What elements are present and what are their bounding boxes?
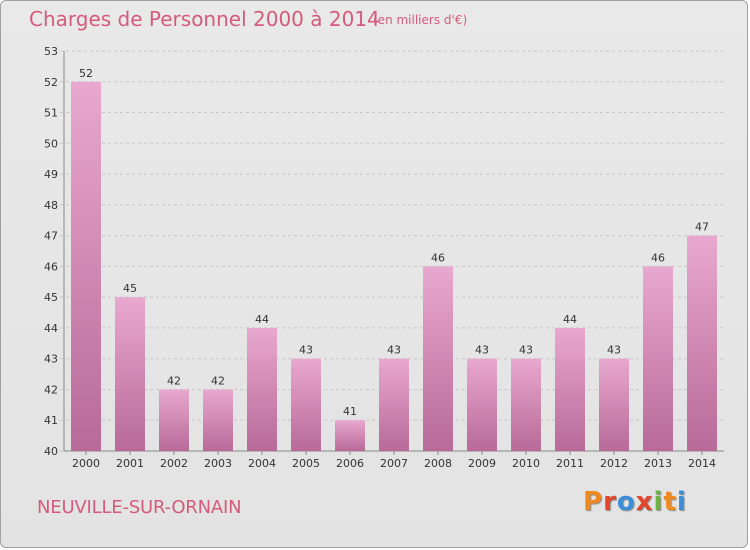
y-tick-label: 44 [44,322,58,335]
bar-2000 [71,81,101,452]
bar-2003 [203,389,233,451]
bar-2007 [379,358,409,451]
y-tick-label: 48 [44,199,58,212]
x-tick-label-2007: 2007 [380,457,408,470]
x-tick-label-2014: 2014 [688,457,716,470]
x-tick-label-2013: 2013 [644,457,672,470]
chart-title: Charges de Personnel 2000 à 2014 [29,7,380,31]
bar-2001 [115,297,145,451]
bar-2012 [599,358,629,451]
bar-2014 [687,235,717,451]
y-tick-label: 49 [44,168,58,181]
value-label-2011: 44 [563,313,577,326]
value-label-2009: 43 [475,344,489,357]
x-tick-label-2006: 2006 [336,457,364,470]
x-tick-label-2010: 2010 [512,457,540,470]
value-label-2013: 46 [651,251,665,264]
chart-unit: (en milliers d'€) [373,13,468,27]
x-tick-label-2003: 2003 [204,457,232,470]
labels: 40 41 42 43 44 45 46 47 48 49 50 51 52 53 52 2000 45 2001… [44,45,716,470]
value-label-2006: 41 [343,405,357,418]
logo-letter: x [635,487,654,517]
x-tick-label-2009: 2009 [468,457,496,470]
logo-letter: i [653,487,664,517]
value-label-2002: 42 [167,374,181,387]
x-tick-label-2000: 2000 [72,457,100,470]
bar-2013 [643,266,673,451]
y-tick-label: 43 [44,353,58,366]
y-tick-label: 50 [44,137,58,150]
logo-letter: P [583,487,604,517]
bar-2004 [247,327,277,451]
y-tick-label: 53 [44,45,58,58]
x-tick-label-2008: 2008 [424,457,452,470]
logo-letter: t [663,487,677,517]
y-tick-label: 41 [44,414,58,427]
y-tick-label: 51 [44,107,58,120]
bar-2002 [159,389,189,451]
bars [71,81,717,452]
bar-2011 [555,327,585,451]
logo-letter: o [616,487,636,517]
x-tick-label-2002: 2002 [160,457,188,470]
logo-letter: r [603,487,617,517]
x-tick-label-2011: 2011 [556,457,584,470]
value-label-2001: 45 [123,282,137,295]
y-tick-label: 46 [44,260,58,273]
y-tick-label: 47 [44,230,58,243]
value-label-2012: 43 [607,344,621,357]
value-label-2014: 47 [695,221,709,234]
proxiti-logo: Proxiti [583,487,687,517]
x-tick-label-2012: 2012 [600,457,628,470]
logo-letter: i [676,487,687,517]
y-tick-label: 42 [44,383,58,396]
value-label-2003: 42 [211,374,225,387]
y-tick-label: 52 [44,76,58,89]
y-tick-label: 45 [44,291,58,304]
value-label-2007: 43 [387,344,401,357]
x-tick-label-2005: 2005 [292,457,320,470]
bar-2006 [335,420,365,451]
bar-2005 [291,358,321,451]
bar-2010 [511,358,541,451]
value-label-2004: 44 [255,313,269,326]
bar-2009 [467,358,497,451]
value-label-2005: 43 [299,344,313,357]
value-label-2000: 52 [79,67,93,80]
y-tick-label: 40 [44,445,58,458]
value-label-2010: 43 [519,344,533,357]
commune-name: NEUVILLE-SUR-ORNAIN [37,497,242,518]
x-tick-label-2001: 2001 [116,457,144,470]
x-tick-label-2004: 2004 [248,457,276,470]
value-label-2008: 46 [431,251,445,264]
bar-2008 [423,266,453,451]
